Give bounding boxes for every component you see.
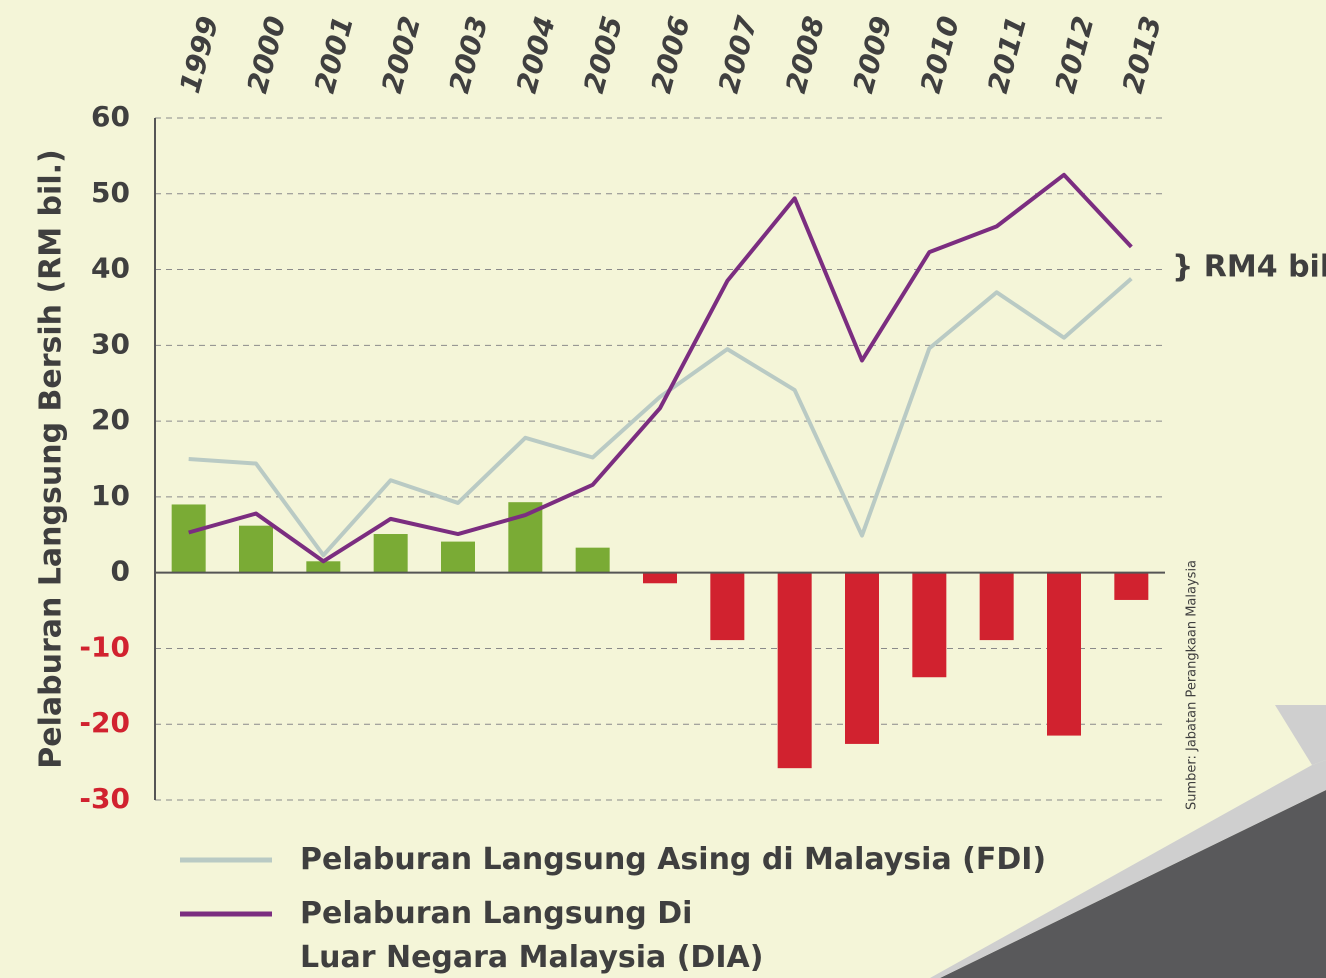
legend-label: Pelaburan Langsung Di Luar Negara Malays…	[300, 896, 764, 975]
y-tick-label: -30	[79, 782, 130, 815]
x-tick-label: 2009	[847, 13, 899, 97]
bar	[777, 572, 812, 769]
bar	[1047, 572, 1081, 736]
x-tick-label: 2010	[914, 13, 966, 97]
x-tick-label: 2008	[779, 13, 831, 97]
x-tick-label: 2005	[577, 13, 629, 97]
y-tick-label: 0	[111, 555, 130, 588]
y-tick-label: 50	[91, 176, 130, 209]
x-tick-label: 2007	[712, 12, 764, 96]
y-tick-label: 30	[91, 327, 130, 360]
x-tick-label: 2004	[510, 13, 562, 97]
decor	[1275, 705, 1326, 765]
y-tick-label: 60	[91, 100, 130, 133]
x-tick-label: 2002	[375, 13, 427, 97]
bar	[979, 572, 1014, 641]
line-series	[188, 172, 1133, 564]
bar	[1114, 572, 1149, 600]
bar	[441, 541, 475, 573]
bar	[508, 502, 543, 573]
x-tick-label: 2012	[1049, 13, 1101, 97]
decor	[930, 760, 1326, 978]
line-series	[188, 277, 1133, 558]
bar	[171, 504, 206, 573]
x-tick-label: 2006	[645, 13, 697, 97]
y-tick-label: 20	[91, 403, 130, 436]
bar	[912, 572, 947, 678]
bar	[306, 561, 341, 573]
y-axis-label: Pelaburan Langsung Bersih (RM bil.)	[34, 149, 69, 768]
x-tick-label: 2000	[241, 13, 293, 97]
bar	[373, 534, 408, 573]
x-tick-label: 1999	[173, 13, 225, 97]
x-tick-label: 2011	[981, 13, 1033, 97]
x-tick-label: 2001	[308, 13, 360, 97]
y-tick-label: 10	[91, 479, 130, 512]
y-tick-label: -20	[79, 706, 130, 739]
annotation: } RM4 bil	[1172, 250, 1326, 285]
bar	[239, 525, 273, 573]
bar	[643, 572, 677, 584]
y-tick-label: -10	[79, 630, 130, 663]
x-tick-label: 2003	[443, 13, 495, 97]
bar	[575, 547, 610, 573]
bar	[845, 572, 879, 744]
y-tick-label: 40	[91, 252, 130, 285]
legend-label: Pelaburan Langsung Asing di Malaysia (FD…	[300, 842, 1047, 877]
bar	[710, 572, 745, 641]
source: Sumber: Jabatan Perangkaan Malaysia	[1185, 560, 1200, 810]
x-tick-label: 2013	[1116, 13, 1168, 97]
